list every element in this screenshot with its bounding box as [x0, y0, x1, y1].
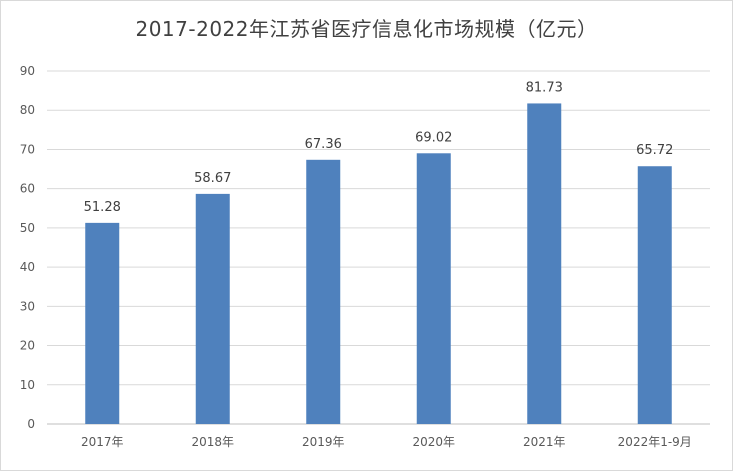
y-tick-label-90: 90: [20, 64, 35, 78]
data-label-1: 58.67: [194, 171, 231, 186]
data-label-4: 81.73: [526, 80, 563, 95]
bar-3: [416, 153, 451, 425]
y-tick-label-20: 20: [20, 339, 35, 353]
data-label-3: 69.02: [415, 130, 452, 145]
bar-2: [306, 159, 341, 424]
y-tick-label-70: 70: [20, 142, 35, 156]
data-label-2: 67.36: [305, 137, 342, 152]
y-tick-label-30: 30: [20, 299, 35, 313]
bar-5: [637, 166, 672, 424]
x-tick-label-3: 2020年: [412, 435, 455, 449]
bar-0: [85, 222, 120, 424]
y-tick-label-0: 0: [27, 417, 35, 431]
bar-1: [195, 193, 230, 424]
y-tick-label-50: 50: [20, 221, 35, 235]
data-label-5: 65.72: [636, 143, 673, 158]
bar-4: [527, 103, 562, 425]
y-tick-label-80: 80: [20, 103, 35, 117]
y-tick-label-60: 60: [20, 182, 35, 196]
x-tick-label-0: 2017年: [81, 435, 124, 449]
x-tick-label-1: 2018年: [191, 435, 234, 449]
y-tick-label-10: 10: [20, 378, 35, 392]
x-tick-label-2: 2019年: [302, 435, 345, 449]
y-tick-label-40: 40: [20, 260, 35, 274]
data-label-0: 51.28: [84, 200, 121, 215]
chart-title: 2017-2022年江苏省医疗信息化市场规模（亿元）: [135, 17, 598, 41]
x-tick-label-5: 2022年1-9月: [618, 435, 692, 449]
x-tick-label-4: 2021年: [523, 435, 566, 449]
